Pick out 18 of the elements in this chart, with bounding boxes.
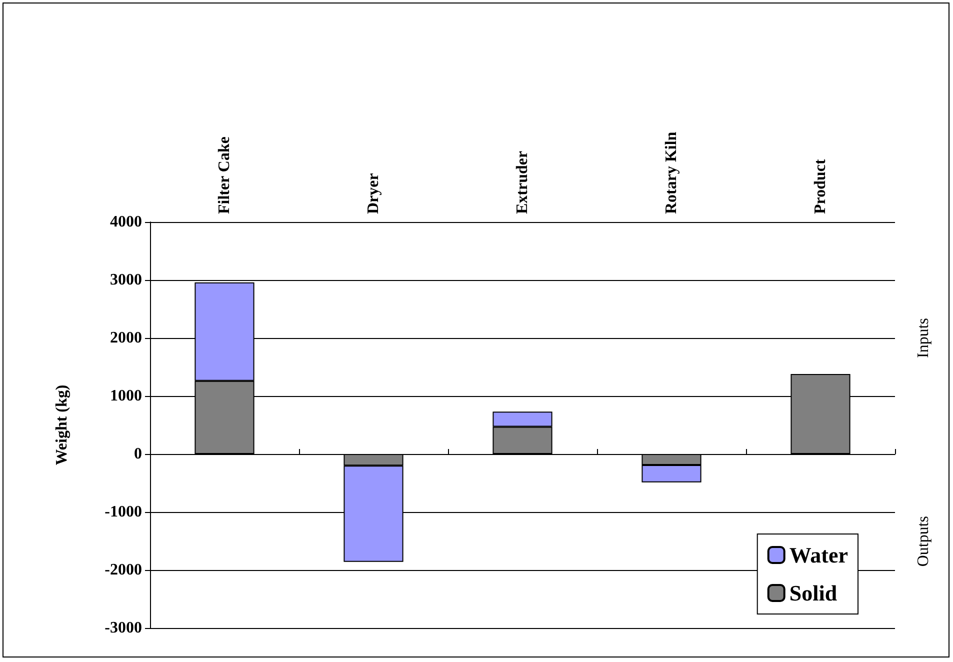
legend-label: Solid bbox=[789, 580, 838, 606]
y-tick-label: 0 bbox=[134, 446, 142, 462]
text: Outputs bbox=[915, 516, 933, 566]
y-tick-label: -2000 bbox=[104, 562, 142, 578]
x-tick-label: Extruder bbox=[514, 150, 531, 214]
y-tick-label: 1000 bbox=[110, 388, 142, 404]
y-axis-title: Weight (kg) bbox=[54, 384, 70, 466]
y-tick-label: 2000 bbox=[110, 330, 142, 346]
y-tick-label: -3000 bbox=[104, 620, 142, 636]
y-tick-label: -1000 bbox=[104, 504, 142, 520]
x-tick-label: Product bbox=[812, 158, 829, 214]
x-tick-label: Rotary Kiln bbox=[663, 132, 680, 214]
text: Inputs bbox=[915, 318, 933, 358]
y-tick-label: 3000 bbox=[110, 272, 142, 288]
legend-label: Water bbox=[789, 542, 848, 568]
x-tick-label: Dryer bbox=[365, 173, 382, 214]
y-tick-label: 4000 bbox=[110, 214, 142, 230]
x-tick-label: Filter Cake bbox=[216, 136, 233, 214]
